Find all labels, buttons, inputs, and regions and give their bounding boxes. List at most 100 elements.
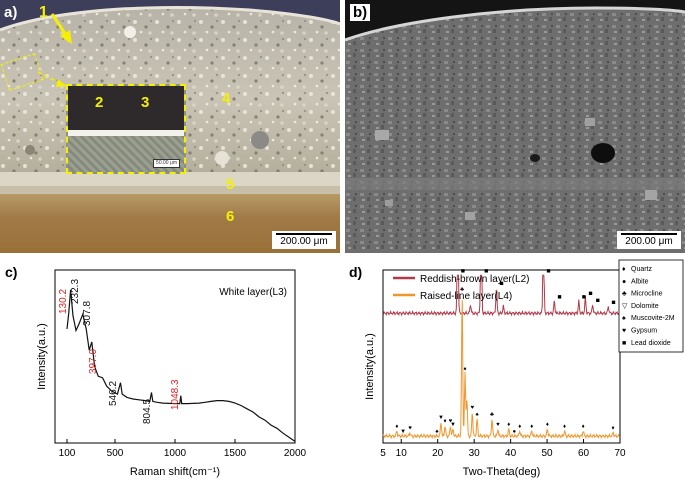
phase-legend-symbol: ●: [622, 278, 626, 285]
phase-legend-label: Lead dioxide: [631, 340, 671, 347]
phase-legend-label: Albite: [631, 278, 649, 285]
phase-legend-symbol: ■: [622, 340, 626, 347]
phase-marker: ♦: [582, 424, 585, 430]
phase-marker: ■: [484, 268, 488, 275]
phase-legend-label: Gypsum: [631, 328, 657, 335]
inset-scale-bar: 50.00 μm: [153, 159, 180, 168]
peak-label: 307.8: [82, 301, 93, 326]
phase-legend-label: Dolomite: [631, 303, 659, 310]
x-tick-label: 20: [432, 448, 444, 459]
raman-chart: 100 500 1000 1500 2000 Raman shift(cm⁻¹) Inten…: [36, 269, 307, 478]
phase-marker: ●: [512, 429, 516, 435]
x-tick-label: 1500: [224, 448, 247, 459]
phase-marker: ■: [461, 268, 465, 275]
phase-marker: ♥: [471, 405, 475, 411]
chart-annotation: White layer(L3): [219, 287, 287, 298]
phase-marker: ♦: [395, 424, 398, 430]
inset-image: 50.00 μm: [66, 84, 186, 174]
phase-marker: ■: [611, 299, 615, 306]
panel-b: b) 200.00 μm: [344, 0, 685, 253]
phase-marker: ♦: [518, 424, 521, 430]
y-axis-label: Intensity(a.u.): [36, 323, 48, 390]
phase-marker: ▼: [450, 422, 456, 428]
phase-marker: ♦: [443, 419, 446, 425]
xrd-series-line-2: [382, 300, 620, 440]
panel-a-letter: a): [4, 4, 18, 21]
phase-marker: ■: [596, 298, 600, 305]
legend-label: Reddish-brown layer(L2): [420, 274, 530, 285]
x-tick-label: 30: [469, 448, 481, 459]
panel-b-scale-text: 200.00 μm: [625, 236, 673, 247]
marker-5: 5: [226, 176, 235, 193]
x-tick-label: 70: [614, 448, 626, 459]
phase-legend-symbol: ♣: [622, 291, 627, 298]
panel-b-letter: b): [350, 4, 371, 21]
peak-label: 232.3: [70, 279, 81, 304]
xrd-series-line-1: [382, 274, 621, 317]
peak-label: 546.2: [108, 381, 119, 406]
xrd-chart: 5 10 20 30 40 50 60 70 Two-Theta(deg) Intensity(a…: [364, 259, 684, 478]
phase-marker: ♦: [612, 426, 615, 432]
phase-legend-box: [618, 259, 684, 353]
panel-d: d) 5 10 20 30 40 50 60 70 Two-Theta(deg) Intensit…: [345, 258, 685, 485]
y-axis-label: Intensity(a.u.): [364, 333, 376, 400]
phase-legend-symbol: ♠: [622, 315, 626, 322]
marker-6: 6: [226, 208, 235, 225]
sem-micrograph: [344, 0, 685, 253]
phase-marker: ■: [557, 294, 561, 301]
phase-marker: ♦: [530, 424, 533, 430]
phase-marker: ♠: [475, 412, 479, 418]
panel-c: c) 100 500 1000 1500 2000 Raman shift(cm⁻¹) In…: [0, 258, 340, 485]
phase-marker: ♣: [490, 412, 494, 418]
panel-a: 50.00 μm a) 1 2 3 4 5 6 200.00 μm: [0, 0, 341, 253]
panel-a-scale-bar: 200.00 μm: [272, 231, 336, 249]
phase-legend-label: Microcline: [631, 291, 663, 298]
phase-marker: ♠: [435, 429, 439, 435]
phase-marker: ▼: [400, 429, 406, 435]
phase-marker: ■: [499, 280, 503, 287]
x-tick-label: 60: [578, 448, 590, 459]
phase-marker: ♦: [507, 422, 510, 428]
phase-marker: ▼: [438, 415, 444, 421]
x-tick-label: 2000: [284, 448, 307, 459]
phase-legend-symbol: ♦: [622, 266, 626, 273]
phase-marker: ■: [582, 294, 586, 301]
phase-marker: ♥: [449, 419, 453, 425]
marker-1: 1: [39, 4, 48, 21]
x-tick-label: 1000: [164, 448, 187, 459]
marker-4: 4: [222, 90, 231, 107]
peak-label: 804.5: [142, 399, 153, 424]
x-tick-label: 50: [542, 448, 554, 459]
x-tick-label: 10: [396, 448, 408, 459]
peak-label: 1048.3: [170, 379, 181, 410]
phase-legend-symbol: ▽: [622, 303, 628, 310]
raman-spectrum-line: [66, 289, 296, 442]
legend-label: Raised-line layer(L4): [420, 291, 512, 302]
peak-label: 130.2: [58, 289, 69, 314]
phase-legend-symbol: ♥: [622, 328, 626, 335]
plot-frame: [382, 269, 621, 444]
phase-marker: ♥: [408, 426, 412, 432]
phase-marker: ■: [546, 268, 550, 275]
x-tick-label: 100: [59, 448, 76, 459]
x-axis-label: Two-Theta(deg): [463, 466, 541, 478]
panel-b-scale-bar: 200.00 μm: [617, 231, 681, 249]
phase-marker: ♥: [496, 422, 500, 428]
x-tick-label: 5: [380, 448, 386, 459]
phase-marker: ♣: [460, 287, 464, 293]
phase-marker: ■: [588, 291, 592, 298]
x-tick-label: 500: [107, 448, 124, 459]
panel-d-letter: d): [349, 264, 363, 280]
phase-legend-label: Muscovite-2M: [631, 315, 675, 322]
panel-c-letter: c): [5, 264, 18, 280]
marker-2: 2: [95, 94, 104, 111]
peak-label: 397.0: [88, 349, 99, 374]
marker-3: 3: [141, 94, 150, 111]
phase-legend-label: Quartz: [631, 266, 653, 273]
panel-a-scale-text: 200.00 μm: [280, 236, 328, 247]
x-axis-label: Raman shift(cm⁻¹): [130, 466, 220, 478]
x-tick-label: 40: [505, 448, 517, 459]
phase-marker: ♦: [546, 422, 549, 428]
phase-marker: ♦: [563, 424, 566, 430]
phase-marker: ♦: [464, 367, 467, 373]
